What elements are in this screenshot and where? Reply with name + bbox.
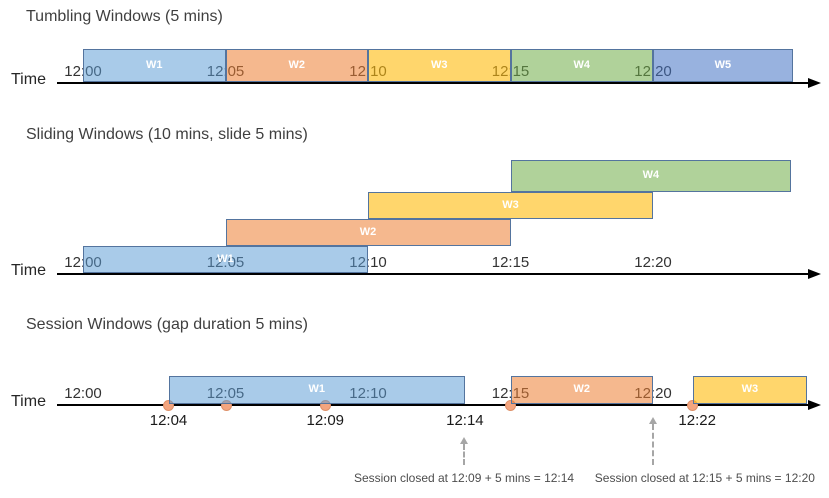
session-close-arrowhead (649, 417, 657, 424)
timeline-arrowhead (808, 269, 821, 279)
window-box-w1 (83, 246, 368, 273)
window-box-w2 (225, 49, 368, 82)
timeline-arrowhead (808, 400, 821, 410)
session-close-annotation: Session closed at 12:15 + 5 mins = 12:20 (594, 471, 815, 485)
window-box-w1 (83, 49, 226, 82)
window-box-w5 (653, 49, 793, 82)
window-box-w3 (368, 192, 653, 219)
event-time-label: 12:22 (678, 412, 716, 429)
event-time-label: 12:04 (149, 412, 188, 429)
time-axis-label: Time (11, 262, 46, 279)
session-close-arrowhead (460, 437, 469, 444)
section-title-sliding: Sliding Windows (10 mins, slide 5 mins) (26, 126, 308, 143)
window-box-w4 (510, 49, 653, 82)
time-axis-label: Time (11, 71, 46, 88)
section-title-tumbling: Tumbling Windows (5 mins) (26, 8, 223, 25)
window-label: W4 (573, 58, 591, 71)
window-box-w3 (368, 49, 511, 82)
timeline-tumbling (57, 82, 810, 84)
tick-label: 12:00 (64, 385, 102, 402)
window-label: W3 (502, 198, 519, 211)
window-label: W1 (217, 252, 234, 265)
window-label: W5 (714, 58, 732, 71)
window-label: W1 (308, 383, 325, 396)
session-close-annotation: Session closed at 12:09 + 5 mins = 12:14 (353, 471, 575, 485)
window-box-w3 (692, 376, 807, 404)
time-axis-label: Time (11, 393, 46, 410)
window-label: W2 (359, 225, 377, 238)
window-label: W2 (573, 383, 591, 396)
window-box-w4 (510, 160, 792, 192)
event-time-label: 12:09 (306, 412, 345, 429)
session-close-arrow (463, 444, 466, 465)
session-close-arrow (652, 424, 654, 465)
window-box-w1 (168, 376, 465, 404)
window-label: W4 (642, 169, 660, 182)
section-title-session: Session Windows (gap duration 5 mins) (26, 316, 308, 333)
timeline-arrowhead (808, 78, 821, 88)
window-label: W3 (431, 58, 448, 71)
window-box-w2 (225, 219, 511, 246)
tick-label: 12:20 (634, 254, 672, 271)
window-label: W3 (741, 383, 759, 396)
window-box-w2 (510, 376, 653, 404)
window-label: W1 (146, 58, 163, 71)
tick-label: 12:15 (491, 254, 530, 271)
timeline-sliding (57, 273, 810, 275)
window-label: W2 (288, 58, 306, 71)
timeline-session (57, 404, 810, 406)
event-time-label: 12:14 (446, 412, 484, 429)
